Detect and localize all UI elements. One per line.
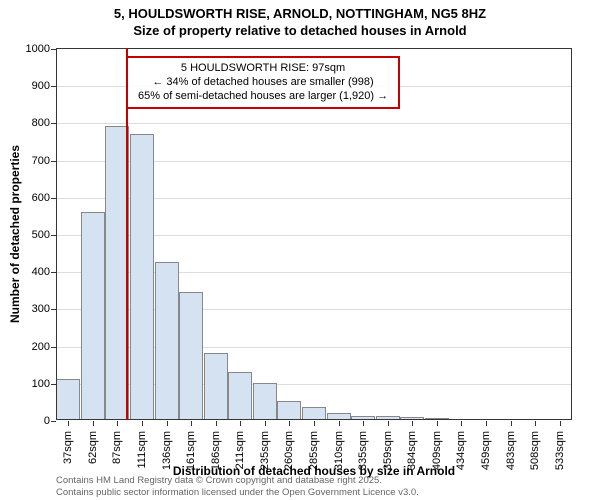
y-tick-label: 900 xyxy=(32,80,56,92)
y-tick-label: 800 xyxy=(32,117,56,129)
y-tick-label: 500 xyxy=(32,229,56,241)
histogram-bar xyxy=(155,262,179,420)
histogram-bar xyxy=(179,292,203,420)
histogram-bar xyxy=(56,379,80,420)
title-line-2: Size of property relative to detached ho… xyxy=(0,23,600,40)
y-tick-label: 400 xyxy=(32,266,56,278)
y-tick-label: 0 xyxy=(44,415,56,427)
callout-line: 65% of semi-detached houses are larger (… xyxy=(138,90,388,104)
y-axis-label: Number of detached properties xyxy=(8,48,22,420)
callout-box: 5 HOULDSWORTH RISE: 97sqm← 34% of detach… xyxy=(126,56,400,109)
y-tick-label: 100 xyxy=(32,378,56,390)
histogram-bar xyxy=(253,383,277,420)
plot-area: 0100200300400500600700800900100037sqm62s… xyxy=(56,48,572,420)
histogram-bar xyxy=(228,372,252,420)
chart-title-block: 5, HOULDSWORTH RISE, ARNOLD, NOTTINGHAM,… xyxy=(0,0,600,40)
y-tick-label: 200 xyxy=(32,341,56,353)
callout-line: 5 HOULDSWORTH RISE: 97sqm xyxy=(138,62,388,76)
x-tick-label: 87sqm xyxy=(111,427,123,464)
y-tick-label: 1000 xyxy=(26,43,56,55)
histogram-bar xyxy=(81,212,105,420)
y-tick-label: 700 xyxy=(32,155,56,167)
x-tick-label: 111sqm xyxy=(136,427,148,469)
y-tick-label: 300 xyxy=(32,303,56,315)
x-tick-label: 62sqm xyxy=(87,427,99,464)
y-tick-label: 600 xyxy=(32,192,56,204)
footer-line-2: Contains public sector information licen… xyxy=(56,487,419,498)
histogram-bar xyxy=(204,353,228,420)
histogram-bar xyxy=(277,401,301,420)
x-tick-label: 37sqm xyxy=(62,427,74,464)
title-line-1: 5, HOULDSWORTH RISE, ARNOLD, NOTTINGHAM,… xyxy=(0,6,600,23)
chart-container: 5, HOULDSWORTH RISE, ARNOLD, NOTTINGHAM,… xyxy=(0,0,600,500)
callout-line: ← 34% of detached houses are smaller (99… xyxy=(138,76,388,90)
footer-line-1: Contains HM Land Registry data © Crown c… xyxy=(56,475,419,486)
histogram-bar xyxy=(130,134,154,420)
attribution-footer: Contains HM Land Registry data © Crown c… xyxy=(56,475,419,498)
x-tick-label: 211sqm xyxy=(234,427,246,469)
